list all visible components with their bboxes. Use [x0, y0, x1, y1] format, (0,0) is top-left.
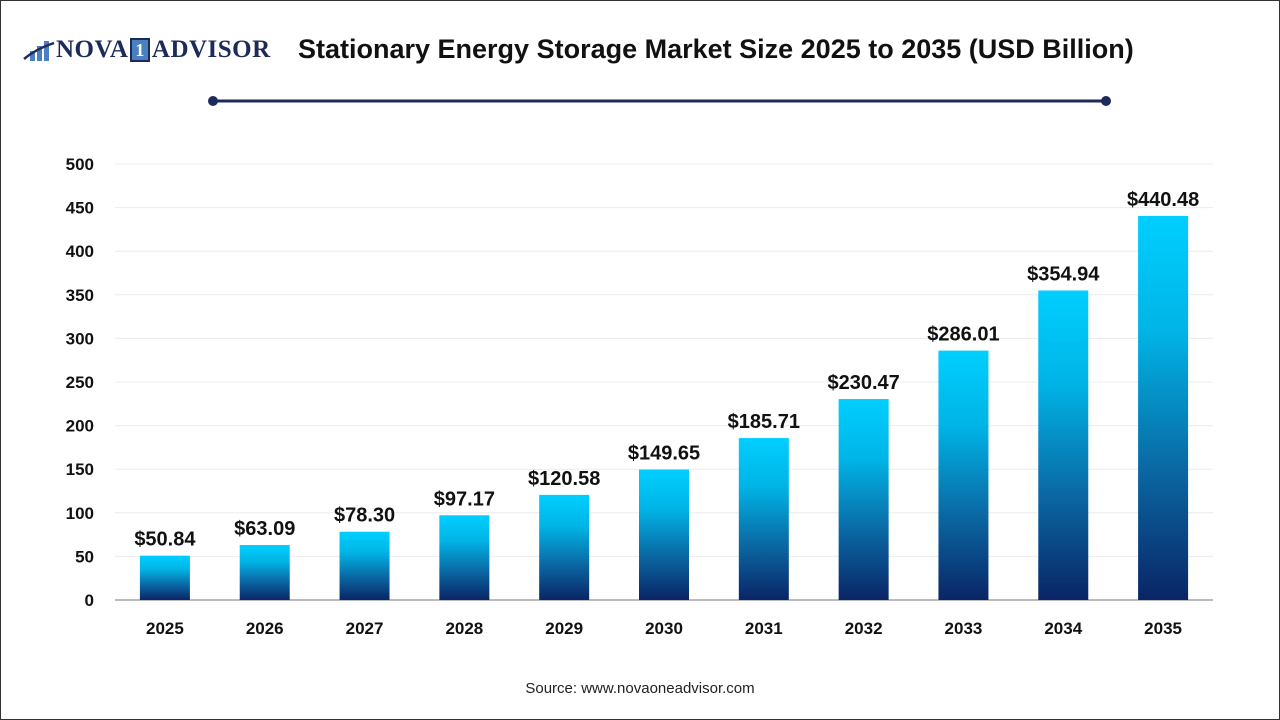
data-label: $230.47 — [827, 372, 899, 394]
x-tick-label: 2031 — [745, 619, 783, 638]
data-label: $120.58 — [528, 468, 600, 490]
data-label: $78.30 — [334, 505, 395, 527]
x-tick-label: 2026 — [246, 619, 284, 638]
y-tick-label: 50 — [75, 547, 94, 566]
x-tick-label: 2025 — [146, 619, 184, 638]
data-label: $63.09 — [234, 518, 295, 540]
y-tick-label: 350 — [66, 286, 94, 305]
y-tick-label: 0 — [85, 591, 94, 610]
x-tick-label: 2030 — [645, 619, 683, 638]
y-tick-label: 100 — [66, 504, 94, 523]
y-tick-label: 200 — [66, 417, 94, 436]
bar-2031 — [738, 438, 789, 600]
y-tick-label: 300 — [66, 329, 94, 348]
x-tick-label: 2027 — [346, 619, 384, 638]
y-tick-label: 150 — [66, 460, 94, 479]
x-tick-label: 2028 — [445, 619, 483, 638]
x-tick-label: 2034 — [1044, 619, 1082, 638]
data-label: $286.01 — [927, 324, 999, 346]
bar-2028 — [439, 515, 490, 600]
bar-2034 — [1038, 290, 1089, 600]
y-tick-label: 500 — [66, 155, 94, 174]
bar-2032 — [838, 399, 889, 600]
data-label: $149.65 — [628, 443, 700, 465]
bar-2030 — [639, 469, 689, 600]
logo-bars-icon — [23, 41, 55, 61]
bar-2026 — [239, 544, 290, 600]
data-label: $50.84 — [134, 529, 196, 551]
y-tick-label: 250 — [66, 373, 94, 392]
bar-2029 — [539, 494, 590, 600]
chart-title: Stationary Energy Storage Market Size 20… — [298, 34, 1134, 64]
bar-2035 — [1138, 215, 1189, 601]
logo-nova: NOVA — [56, 36, 129, 63]
data-label: $440.48 — [1127, 189, 1199, 211]
y-tick-label: 450 — [66, 199, 94, 218]
bar-2033 — [938, 350, 989, 600]
underline-dot-left — [208, 96, 218, 106]
x-tick-label: 2029 — [545, 619, 583, 638]
underline-dot-right — [1101, 96, 1111, 106]
y-tick-label: 400 — [66, 242, 94, 261]
data-label: $97.17 — [434, 488, 495, 510]
x-tick-label: 2035 — [1144, 619, 1182, 638]
source-text: Source: www.novaoneadvisor.com — [525, 680, 755, 697]
logo-one: 1 — [130, 38, 150, 62]
data-label: $185.71 — [728, 411, 800, 433]
x-tick-label: 2032 — [845, 619, 883, 638]
bar-2025 — [139, 555, 190, 600]
bar-2027 — [339, 531, 390, 600]
logo-advisor: ADVISOR — [151, 36, 271, 63]
data-label: $354.94 — [1027, 263, 1100, 285]
logo: NOVA 1 ADVISOR — [22, 36, 271, 64]
x-tick-label: 2033 — [945, 619, 983, 638]
